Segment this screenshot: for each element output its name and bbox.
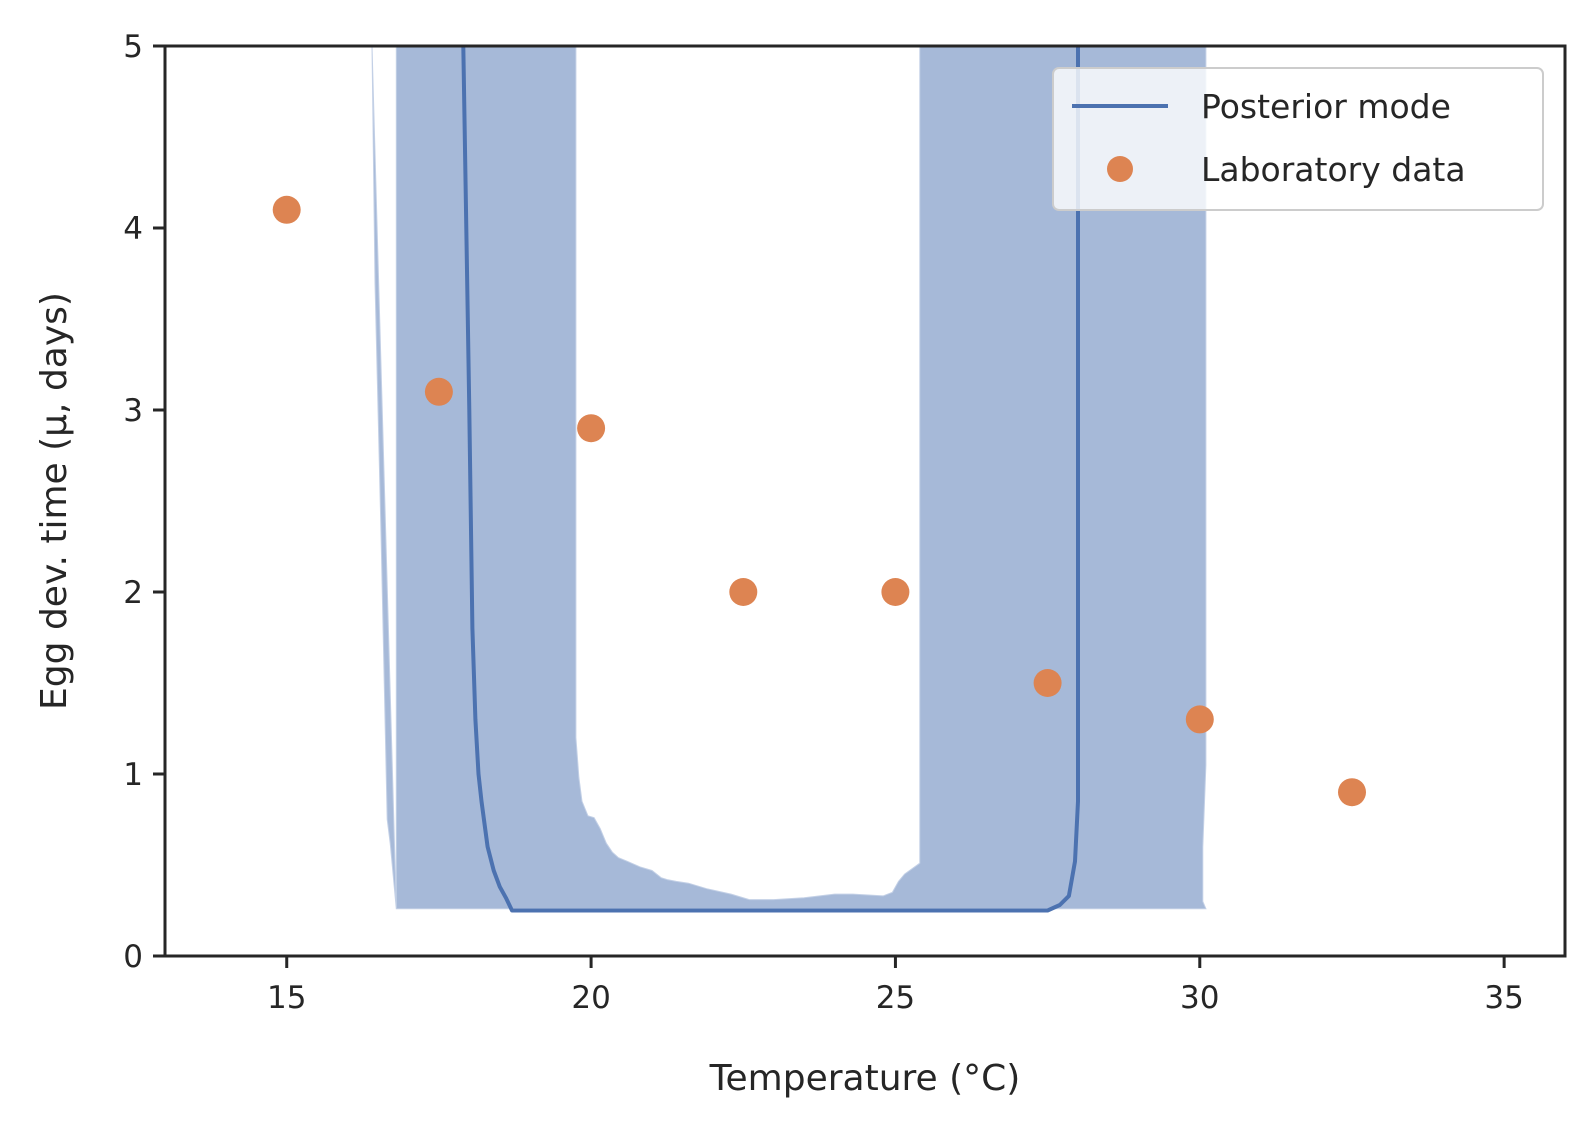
scatter-layer <box>272 195 1366 807</box>
x-axis-ticks: 15 20 25 30 35 <box>267 956 1524 1016</box>
x-tick-label: 20 <box>571 980 610 1016</box>
data-point <box>424 377 453 406</box>
x-tick-label: 15 <box>267 980 306 1016</box>
y-axis-label: Egg dev. time (μ, days) <box>34 292 75 710</box>
line-layer <box>461 46 1080 913</box>
y-tick-label: 0 <box>123 939 143 975</box>
legend: Posterior mode Laboratory data <box>1052 67 1544 211</box>
data-point <box>881 578 910 606</box>
y-tick-label: 3 <box>123 393 143 429</box>
legend-box <box>1052 67 1544 211</box>
legend-label-posterior-mode: Posterior mode <box>1201 87 1451 126</box>
data-point <box>1338 778 1366 807</box>
y-axis-ticks: 0 1 2 3 4 5 <box>123 29 165 975</box>
legend-label-laboratory-data: Laboratory data <box>1201 150 1466 189</box>
credible-band-layer <box>371 46 1207 910</box>
x-tick-label: 35 <box>1484 980 1523 1016</box>
y-tick-label: 2 <box>123 575 143 611</box>
x-tick-label: 25 <box>876 980 915 1016</box>
data-point <box>272 195 301 224</box>
data-point <box>577 414 606 443</box>
credible-band <box>371 46 1207 910</box>
plot-frame <box>163 44 1567 958</box>
data-point <box>1185 705 1214 734</box>
data-point <box>729 578 758 606</box>
y-tick-label: 1 <box>123 757 143 793</box>
legend-point-swatch <box>1107 156 1133 182</box>
posterior-mode-line <box>461 46 1080 913</box>
x-axis-label: Temperature (°C) <box>709 1058 1021 1099</box>
data-point <box>1033 669 1062 697</box>
y-tick-label: 5 <box>123 29 143 65</box>
x-tick-label: 30 <box>1180 980 1219 1016</box>
y-tick-label: 4 <box>123 211 143 247</box>
